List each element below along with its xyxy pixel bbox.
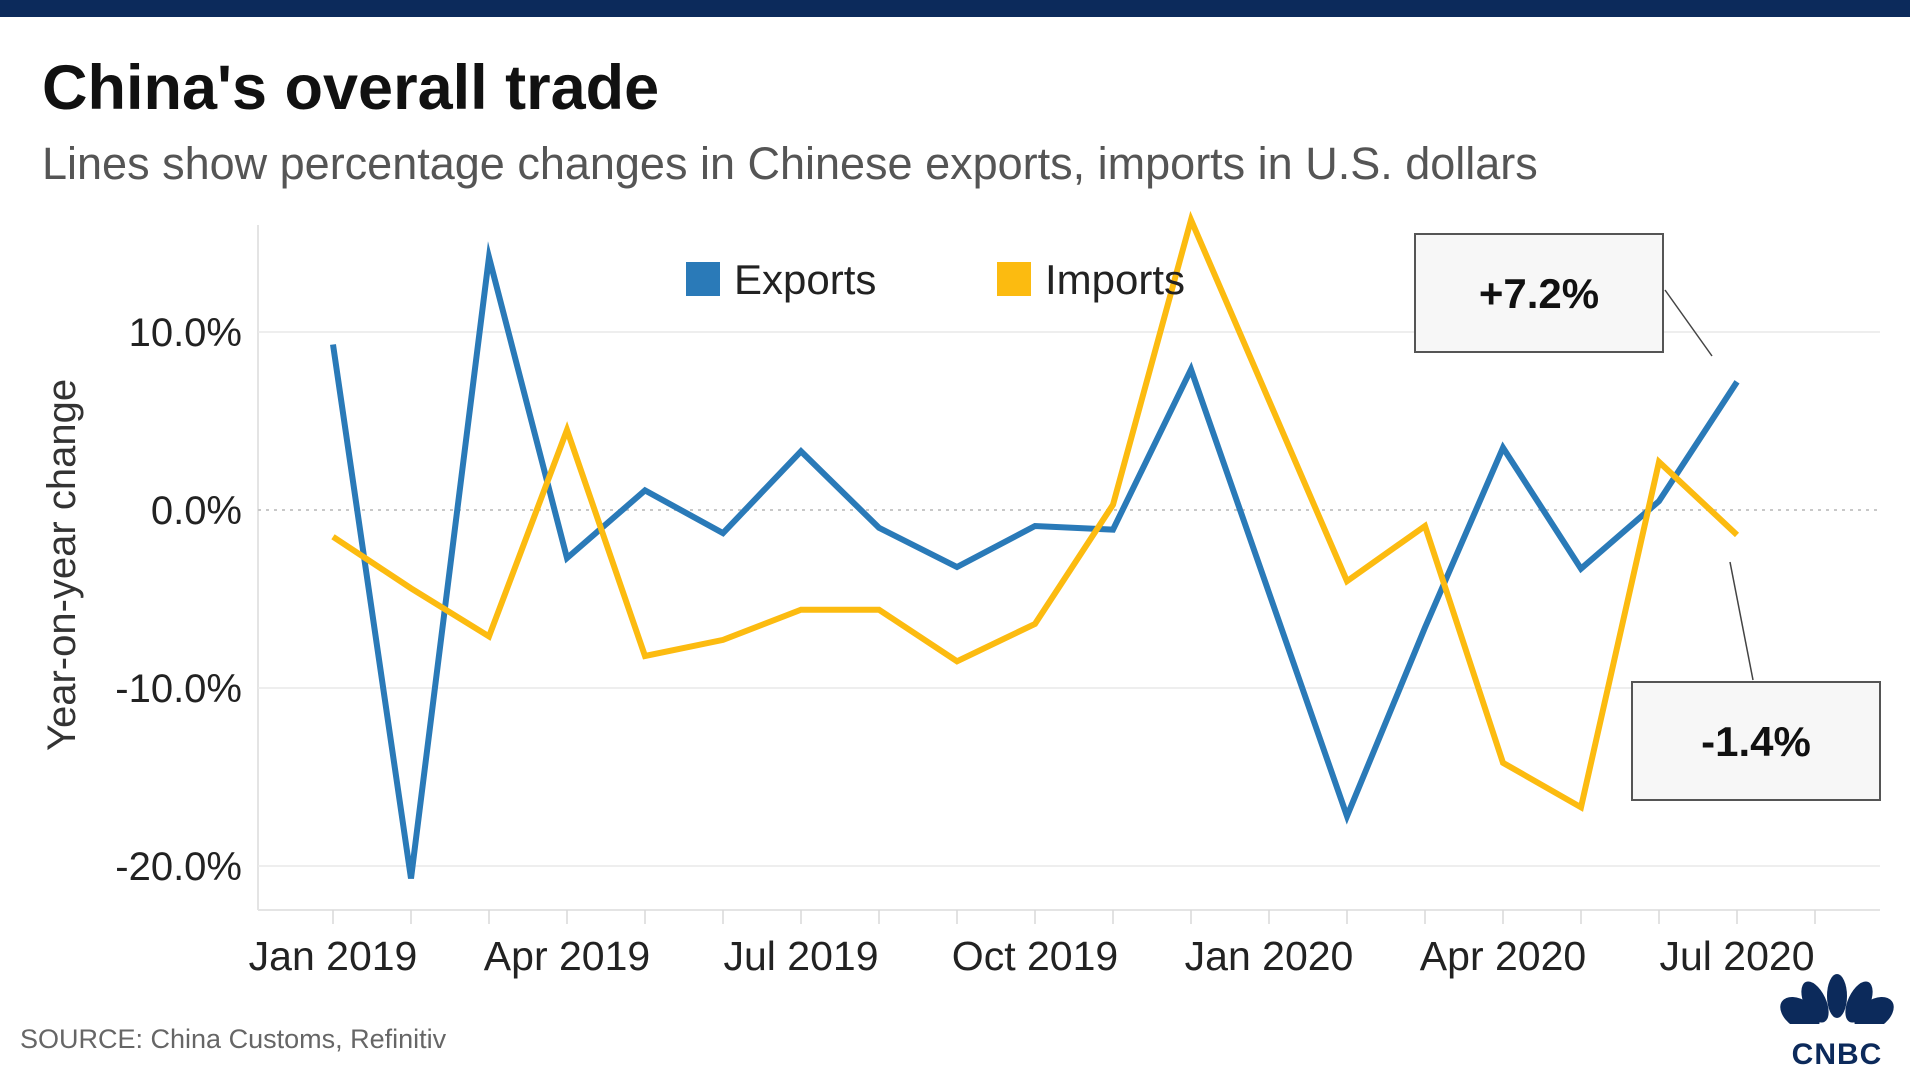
x-tick-label: Jan 2020 <box>1185 933 1354 979</box>
cnbc-peacock-logo: CNBC <box>1780 974 1894 1069</box>
legend-label-imports: Imports <box>1045 256 1185 303</box>
x-tick-label: Jul 2020 <box>1659 933 1814 979</box>
chart-subtitle: Lines show percentage changes in Chinese… <box>42 138 1538 189</box>
legend: Exports Imports <box>686 256 1185 303</box>
annotation-leader-line <box>1664 289 1713 357</box>
x-tick-label: Oct 2019 <box>952 933 1118 979</box>
x-tick-label: Apr 2020 <box>1420 933 1586 979</box>
x-tick-labels: Jan 2019 Apr 2019 Jul 2019 Oct 2019 Jan 2020… <box>249 933 1815 979</box>
annotations: +7.2% -1.4% <box>1414 233 1881 801</box>
y-tick-labels: 10.0% 0.0% -10.0% -20.0% <box>115 311 242 889</box>
annotation-label: -1.4% <box>1701 718 1811 765</box>
x-tick-marks <box>332 910 1816 924</box>
y-tick-label: 10.0% <box>129 311 242 355</box>
source-note: SOURCE: China Customs, Refinitiv <box>20 1024 447 1054</box>
exports-series-line <box>330 241 1740 879</box>
plot-frame <box>257 225 1880 911</box>
annotation-label: +7.2% <box>1479 270 1599 317</box>
y-axis-label: Year-on-year change <box>40 379 84 751</box>
series-lines <box>330 210 1740 879</box>
imports-series-line <box>331 210 1740 812</box>
legend-label-exports: Exports <box>734 256 876 303</box>
y-tick-label: -20.0% <box>115 845 242 889</box>
logo-text: CNBC <box>1792 1038 1883 1069</box>
annotation-leader-line <box>1729 561 1754 681</box>
x-tick-label: Apr 2019 <box>484 933 650 979</box>
x-tick-label: Jan 2019 <box>249 933 418 979</box>
y-tick-label: 0.0% <box>151 489 242 533</box>
legend-swatch-exports <box>686 262 720 296</box>
annotation-box <box>1414 233 1664 353</box>
legend-swatch-imports <box>997 262 1031 296</box>
top-accent-bar <box>0 0 1910 17</box>
x-tick-label: Jul 2019 <box>723 933 878 979</box>
annotation-box <box>1631 681 1881 801</box>
y-tick-label: -10.0% <box>115 667 242 711</box>
chart-title: China's overall trade <box>42 53 660 123</box>
